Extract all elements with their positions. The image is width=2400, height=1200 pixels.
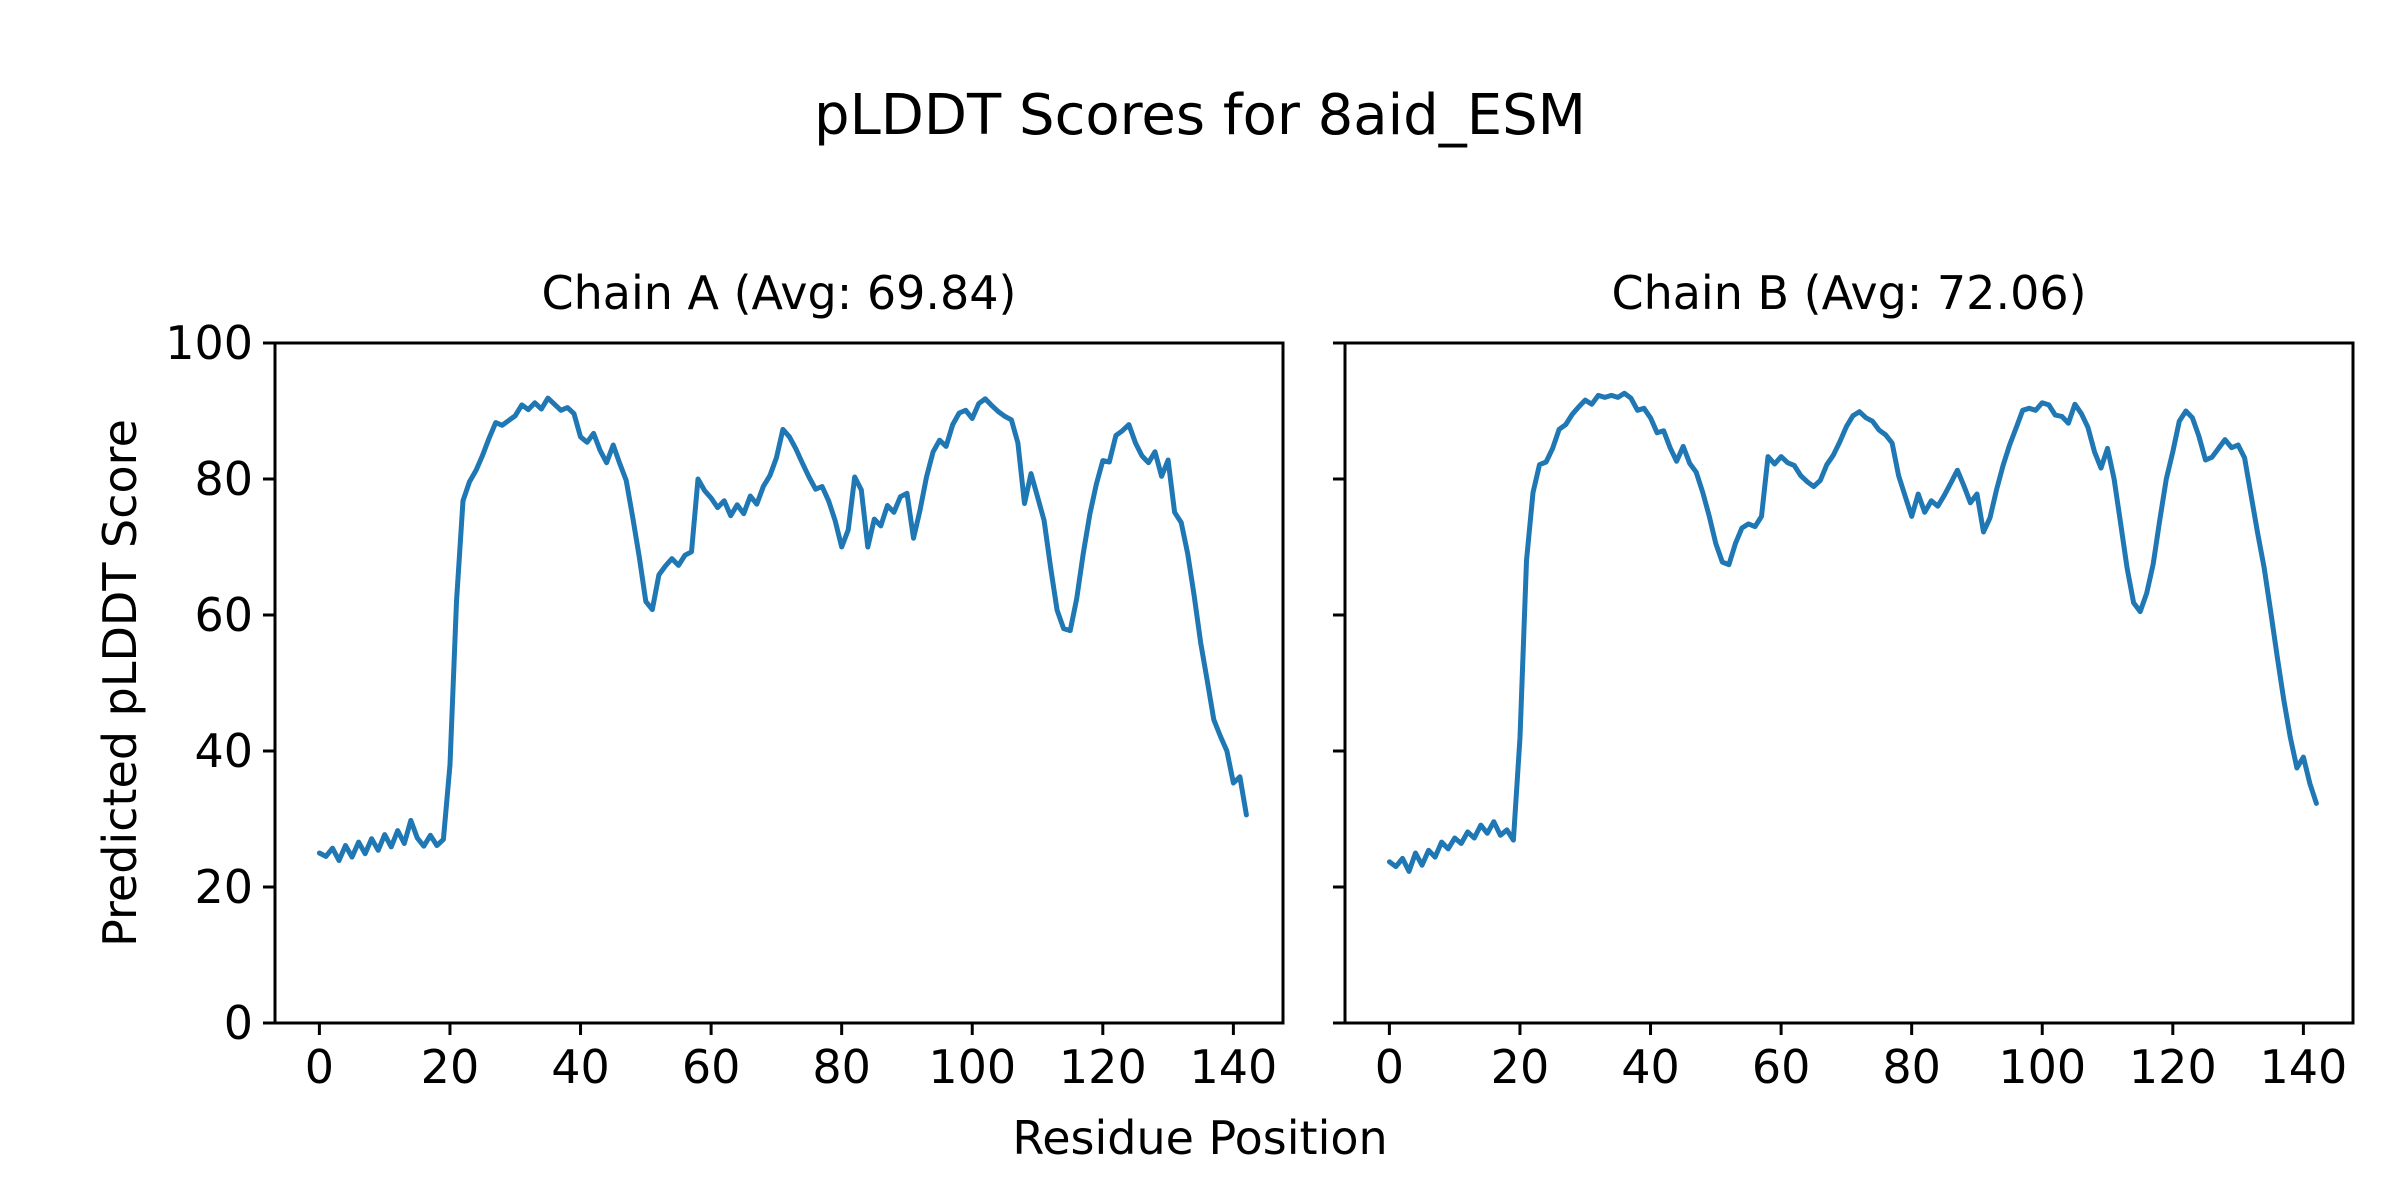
y-tick-label: 80 [194, 452, 253, 506]
x-tick-label: 120 [2128, 1040, 2217, 1094]
x-tick-label: 80 [1882, 1040, 1941, 1094]
x-tick-label: 20 [1490, 1040, 1550, 1094]
x-tick-label: 60 [681, 1040, 741, 1094]
x-tick-label: 80 [812, 1040, 871, 1094]
x-tick-label: 140 [2259, 1040, 2348, 1094]
plddt-line-chain-b [1386, 390, 2319, 874]
x-tick-label: 100 [928, 1040, 1017, 1094]
x-axis-label: Residue Position [1012, 1111, 1388, 1165]
x-tick-label: 0 [304, 1040, 335, 1094]
plddt-line-chain-a [316, 395, 1249, 863]
y-tick-label: 40 [194, 724, 253, 778]
x-tick-label: 40 [1621, 1040, 1680, 1094]
chain-a-axes [263, 341, 1285, 1035]
x-tick-label: 120 [1058, 1040, 1147, 1094]
x-tick-label: 40 [551, 1040, 610, 1094]
chain-b-axes [1333, 341, 2355, 1035]
x-tick-label: 60 [1751, 1040, 1811, 1094]
x-tick-label: 20 [420, 1040, 480, 1094]
x-tick-label: 140 [1189, 1040, 1278, 1094]
chain-b-title: Chain B (Avg: 72.06) [1611, 266, 2087, 320]
x-tick-label: 0 [1374, 1040, 1405, 1094]
y-tick-label: 100 [165, 316, 253, 370]
chain-b-spines [1343, 341, 2355, 1025]
y-tick-label: 0 [223, 996, 253, 1050]
y-tick-label: 20 [194, 860, 253, 914]
chain-a-title: Chain A (Avg: 69.84) [541, 266, 1017, 320]
chain-a-spines [273, 341, 1285, 1025]
figure-title: pLDDT Scores for 8aid_ESM [814, 83, 1586, 148]
y-tick-label: 60 [194, 588, 253, 642]
x-tick-label: 100 [1998, 1040, 2087, 1094]
